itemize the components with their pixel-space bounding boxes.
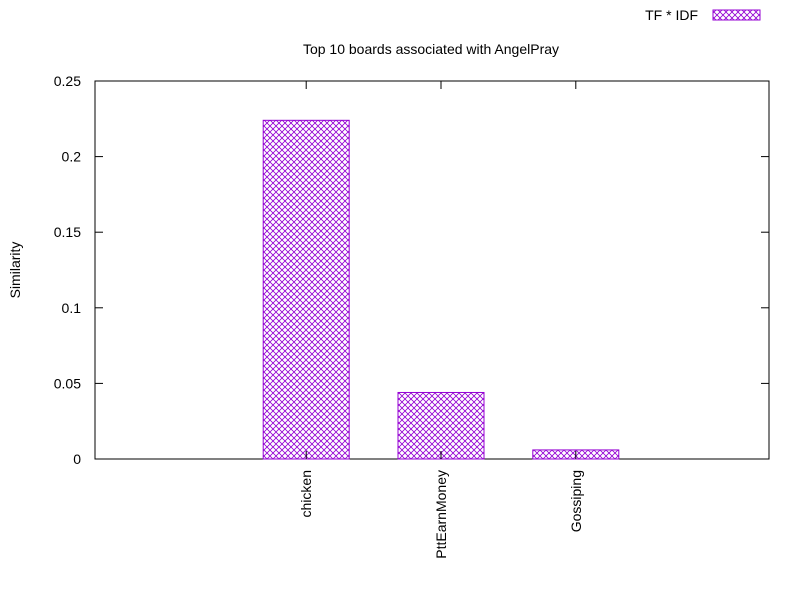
y-axis: 0 0.05 0.1 0.15 0.2 0.25 bbox=[54, 73, 769, 467]
x-tick-label: chicken bbox=[298, 470, 314, 517]
legend: TF * IDF bbox=[645, 7, 761, 23]
y-tick-label: 0.15 bbox=[54, 224, 81, 240]
bars bbox=[262, 119, 620, 460]
x-tick-label: PttEarnMoney bbox=[433, 470, 449, 559]
x-axis: chicken PttEarnMoney Gossiping bbox=[298, 81, 584, 559]
y-tick-label: 0 bbox=[73, 451, 81, 467]
y-tick-label: 0.1 bbox=[62, 300, 82, 316]
y-axis-label: Similarity bbox=[7, 242, 23, 299]
y-tick-label: 0.25 bbox=[54, 73, 81, 89]
legend-label: TF * IDF bbox=[645, 7, 698, 23]
bar-pttearnmoney bbox=[397, 391, 485, 460]
bar-chicken bbox=[262, 119, 350, 460]
y-tick-label: 0.2 bbox=[62, 149, 82, 165]
x-tick-label: Gossiping bbox=[568, 470, 584, 532]
chart-title: Top 10 boards associated with AngelPray bbox=[303, 41, 559, 57]
y-tick-label: 0.05 bbox=[54, 375, 81, 391]
legend-swatch bbox=[712, 9, 761, 21]
